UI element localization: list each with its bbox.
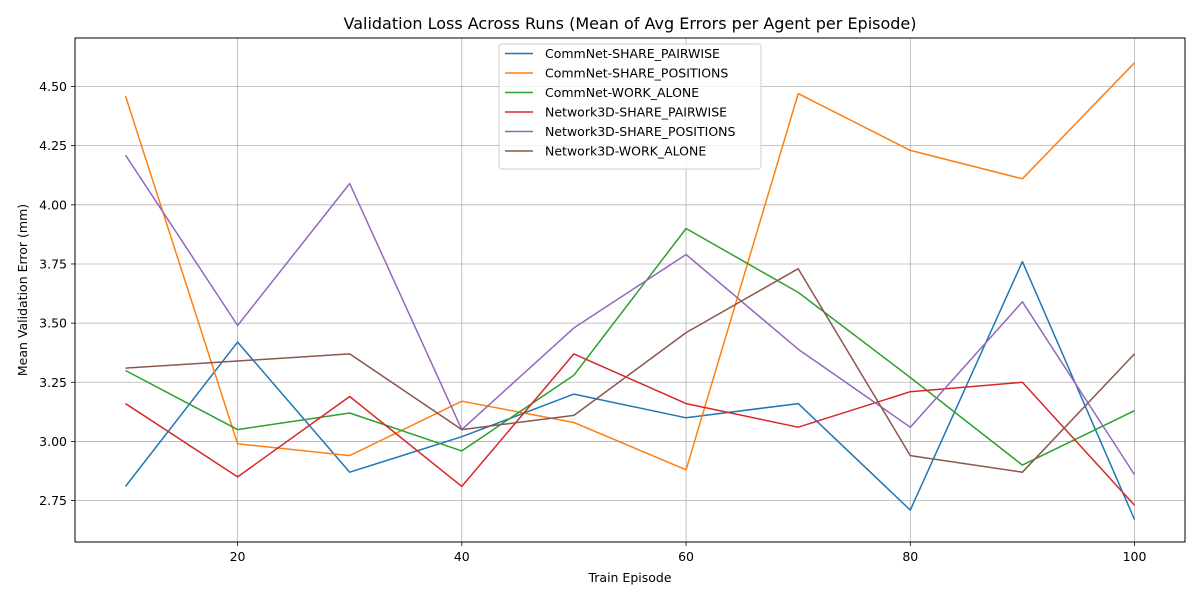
- x-tick-label: 40: [454, 549, 470, 564]
- legend-label: CommNet-SHARE_POSITIONS: [545, 66, 728, 81]
- x-tick-label: 60: [678, 549, 694, 564]
- legend-label: Network3D-WORK_ALONE: [545, 144, 706, 159]
- x-axis-ticks: 20 40 60 80 100: [230, 542, 1147, 564]
- legend: CommNet-SHARE_PAIRWISE CommNet-SHARE_POSI…: [498, 43, 762, 170]
- y-tick-label: 2.75: [39, 493, 67, 508]
- legend-label: CommNet-SHARE_PAIRWISE: [545, 46, 720, 61]
- x-tick-label: 100: [1123, 549, 1147, 564]
- series-lines: [124, 62, 1136, 520]
- y-tick-label: 3.00: [39, 434, 67, 449]
- y-tick-label: 3.75: [39, 256, 67, 271]
- legend-label: Network3D-SHARE_PAIRWISE: [545, 105, 727, 120]
- x-axis-label: Train Episode: [587, 570, 671, 585]
- series-line-network3d-work-alone: [125, 267, 1136, 473]
- series-line-network3d-share-pairwise: [125, 353, 1136, 506]
- y-axis-ticks: 2.75 3.00 3.25 3.50 3.75 4.00 4.25 4.50: [39, 79, 75, 508]
- series-line-commnet-work-alone: [125, 227, 1135, 466]
- y-tick-label: 4.50: [39, 79, 67, 94]
- y-tick-label: 4.25: [39, 138, 67, 153]
- x-tick-label: 20: [230, 549, 246, 564]
- y-tick-label: 3.50: [39, 316, 67, 331]
- y-tick-label: 3.25: [39, 375, 67, 390]
- series-line-commnet-share-positions: [124, 62, 1136, 471]
- x-tick-label: 80: [902, 549, 918, 564]
- series-line-commnet-share-pairwise: [124, 260, 1136, 520]
- legend-label: Network3D-SHARE_POSITIONS: [545, 124, 736, 139]
- legend-box: [498, 43, 762, 170]
- y-tick-label: 4.00: [39, 197, 67, 212]
- legend-label: CommNet-WORK_ALONE: [545, 85, 699, 100]
- y-axis-label: Mean Validation Error (mm): [15, 204, 30, 376]
- plot-area-frame: [74, 37, 1186, 543]
- series-line-network3d-share-positions: [124, 154, 1136, 476]
- chart-title: Validation Loss Across Runs (Mean of Avg…: [343, 14, 916, 33]
